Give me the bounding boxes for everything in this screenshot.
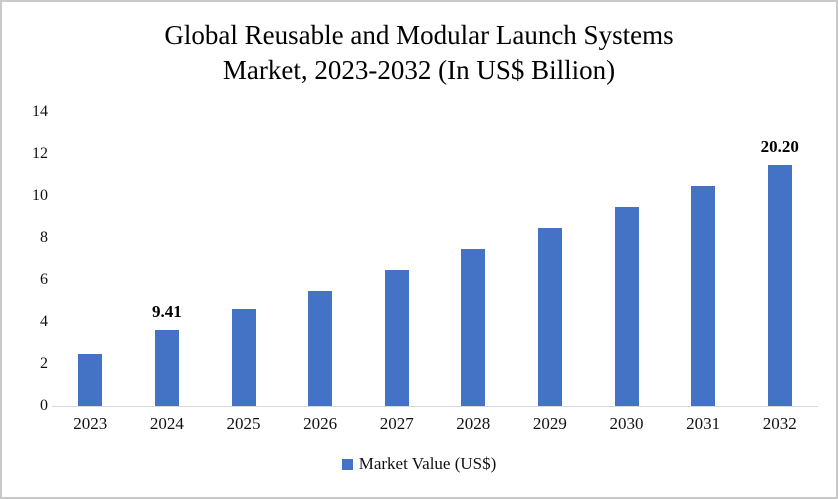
bar-2030 bbox=[614, 206, 639, 406]
bar-2029 bbox=[537, 227, 562, 406]
legend-marker bbox=[341, 458, 353, 470]
bar-2028 bbox=[461, 248, 486, 406]
x-tick-label-2031: 2031 bbox=[686, 414, 721, 433]
legend: Market Value (US$) bbox=[2, 454, 836, 474]
x-tick-label-2029: 2029 bbox=[532, 414, 567, 433]
x-tick-label-2024: 2024 bbox=[149, 414, 184, 433]
y-tick-label-4: 4 bbox=[40, 313, 48, 330]
y-tick-label-6: 6 bbox=[40, 271, 48, 288]
y-tick-label-14: 14 bbox=[32, 103, 48, 120]
y-tick-label-2: 2 bbox=[40, 355, 48, 372]
bar-2032 bbox=[767, 164, 792, 406]
x-tick-label-2032: 2032 bbox=[762, 414, 797, 433]
data-label-2032: 20.20 bbox=[760, 136, 799, 156]
data-label-2024: 9.41 bbox=[152, 302, 182, 322]
x-tick-label-2027: 2027 bbox=[379, 414, 414, 433]
bar-2023 bbox=[78, 353, 103, 406]
bar-2031 bbox=[691, 185, 716, 406]
chart-title-line-1: Global Reusable and Modular Launch Syste… bbox=[164, 20, 674, 50]
y-tick-label-8: 8 bbox=[40, 229, 48, 246]
chart-title: Global Reusable and Modular Launch Syste… bbox=[2, 18, 836, 87]
y-tick-label-12: 12 bbox=[32, 145, 48, 162]
legend-label: Market Value (US$) bbox=[358, 454, 497, 473]
plot-area: 9.41 20.20 bbox=[52, 112, 818, 407]
chart-title-line-2: Market, 2023-2032 (In US$ Billion) bbox=[222, 54, 616, 85]
x-tick-label-2028: 2028 bbox=[456, 414, 491, 433]
x-tick-label-2026: 2026 bbox=[303, 414, 338, 433]
x-tick-label-2030: 2030 bbox=[609, 414, 644, 433]
bar-2024 bbox=[154, 330, 179, 406]
y-tick-label-0: 0 bbox=[40, 397, 48, 414]
x-tick-label-2023: 2023 bbox=[73, 414, 108, 433]
x-tick-label-2025: 2025 bbox=[226, 414, 261, 433]
y-tick-label-10: 10 bbox=[32, 187, 48, 204]
bar-2027 bbox=[384, 269, 409, 406]
bar-2025 bbox=[231, 309, 256, 406]
bar-2026 bbox=[308, 290, 333, 406]
